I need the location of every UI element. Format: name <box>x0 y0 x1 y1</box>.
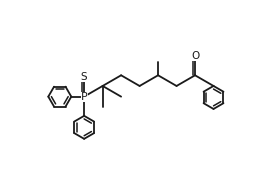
Text: S: S <box>81 72 87 82</box>
Text: O: O <box>191 51 199 61</box>
Text: P: P <box>81 92 87 102</box>
